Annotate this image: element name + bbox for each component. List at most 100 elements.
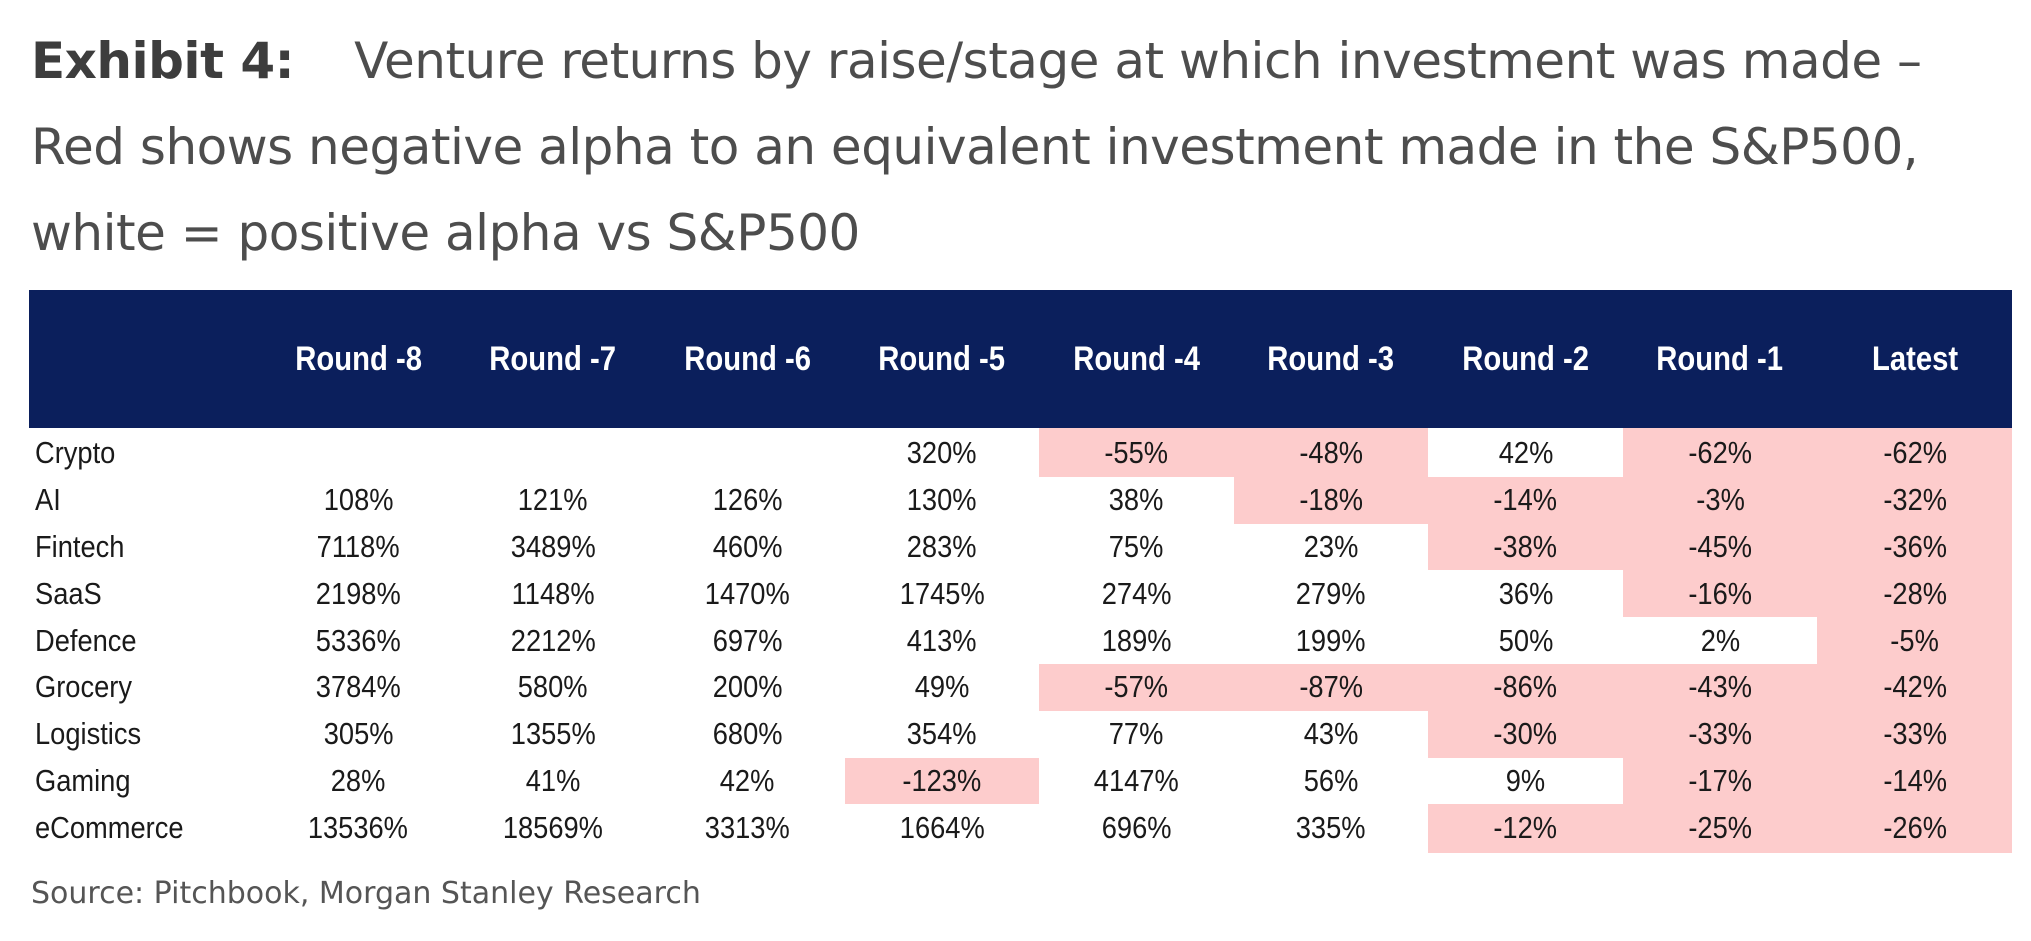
- value-label: 41%: [525, 762, 581, 798]
- value-cell: -33%: [1622, 710, 1818, 758]
- value-cell: 3313%: [650, 804, 845, 854]
- value-label: -86%: [1493, 669, 1558, 705]
- value-cell: -55%: [1039, 428, 1234, 477]
- value-label: 42%: [1498, 435, 1553, 471]
- value-label: 3784%: [315, 669, 401, 705]
- value-label: -38%: [1493, 528, 1558, 564]
- column-header-roundminus6: Round -6: [650, 290, 845, 428]
- value-label: 77%: [1109, 716, 1164, 752]
- value-cell: 42%: [650, 757, 845, 805]
- value-cell: 36%: [1428, 570, 1623, 618]
- row-category-label: SaaS: [35, 575, 102, 611]
- value-label: 121%: [517, 482, 588, 518]
- table-row: Crypto 320% -55% -48% 42% -62% -62%: [29, 428, 2012, 477]
- value-label: -123%: [902, 762, 982, 798]
- table-header-row: Round -8 Round -7 Round -6 Round -5 Round -4…: [29, 290, 2012, 428]
- value-label: 36%: [1498, 575, 1553, 611]
- value-cell: 696%: [1039, 804, 1234, 854]
- column-header-label: Round -5: [878, 339, 1006, 378]
- value-cell: 1148%: [455, 570, 651, 618]
- table-row: Logistics 305% 1355% 680% 354% 77% 43% -30% -33%…: [29, 710, 2012, 758]
- value-label: 5336%: [315, 622, 401, 658]
- value-cell: -57%: [1039, 663, 1234, 711]
- value-cell: 320%: [844, 428, 1040, 477]
- column-header-label: Round -7: [489, 339, 617, 378]
- value-cell: -28%: [1817, 570, 2012, 618]
- value-cell: 199%: [1233, 617, 1429, 664]
- value-cell: 108%: [261, 476, 456, 524]
- table-row: Gaming 28% 41% 42% -123% 4147% 56% 9% -17% -14%: [29, 757, 2012, 805]
- value-label: -30%: [1493, 716, 1558, 752]
- value-cell: 7118%: [261, 523, 456, 571]
- value-cell: 680%: [650, 710, 845, 758]
- value-cell: -3%: [1622, 476, 1818, 524]
- column-header-roundminus8: Round -8: [261, 290, 456, 428]
- row-category-cell: Crypto: [29, 428, 261, 477]
- row-category-cell: Defence: [29, 617, 261, 664]
- value-cell: 460%: [650, 523, 845, 571]
- value-cell: 1664%: [844, 804, 1040, 854]
- value-cell: 3784%: [261, 663, 456, 711]
- value-cell: -36%: [1817, 523, 2012, 571]
- value-label: 4147%: [1094, 762, 1179, 798]
- value-label: 1148%: [511, 575, 595, 611]
- value-label: 2212%: [510, 622, 596, 658]
- column-header-label: Latest: [1871, 339, 1958, 378]
- value-cell: 283%: [844, 523, 1040, 571]
- value-label: 42%: [720, 762, 775, 798]
- value-cell: 189%: [1039, 617, 1234, 664]
- row-category-label: Gaming: [35, 762, 131, 798]
- value-label: -43%: [1688, 669, 1752, 705]
- value-cell: -45%: [1622, 523, 1818, 571]
- value-label: -25%: [1688, 809, 1752, 845]
- value-cell: 75%: [1039, 523, 1234, 571]
- value-label: -48%: [1299, 435, 1363, 471]
- value-cell: 77%: [1039, 710, 1234, 758]
- value-cell: -14%: [1817, 757, 2012, 805]
- value-label: 56%: [1303, 762, 1359, 798]
- value-label: 50%: [1498, 622, 1553, 658]
- value-cell: 1470%: [650, 570, 845, 618]
- value-label: 108%: [323, 482, 394, 518]
- value-label: 1745%: [899, 575, 985, 611]
- value-cell: -30%: [1428, 710, 1623, 758]
- row-category-cell: Grocery: [29, 664, 261, 711]
- value-label: 3313%: [704, 809, 790, 845]
- header-category-cell: [29, 290, 262, 428]
- row-category-cell: Logistics: [29, 711, 261, 758]
- value-label: -14%: [1882, 762, 1947, 798]
- value-label: 680%: [712, 716, 783, 752]
- exhibit-label: Exhibit 4:: [31, 32, 295, 90]
- value-cell: 126%: [650, 476, 845, 524]
- row-category-cell: eCommerce: [29, 804, 261, 853]
- value-cell: -87%: [1233, 663, 1429, 711]
- value-cell: 305%: [261, 710, 456, 758]
- value-label: 189%: [1101, 622, 1172, 658]
- table-row: Fintech 7118% 3489% 460% 283% 75% 23% -38% -45% -…: [29, 523, 2012, 571]
- value-label: -3%: [1695, 482, 1745, 518]
- value-label: -36%: [1882, 528, 1947, 564]
- value-cell: 41%: [455, 757, 651, 805]
- value-cell: 274%: [1039, 570, 1234, 618]
- column-header-label: Round -4: [1073, 339, 1200, 378]
- row-category-cell: Gaming: [29, 758, 261, 805]
- value-cell: -86%: [1428, 663, 1623, 711]
- value-cell: -17%: [1622, 757, 1818, 805]
- value-cell: 413%: [844, 617, 1040, 664]
- value-label: 38%: [1109, 482, 1164, 518]
- value-cell: -26%: [1817, 804, 2012, 854]
- value-label: -55%: [1104, 435, 1169, 471]
- value-label: 7118%: [316, 528, 400, 564]
- value-cell: 335%: [1233, 804, 1429, 854]
- value-label: -26%: [1882, 809, 1947, 845]
- value-label: -14%: [1493, 482, 1558, 518]
- value-cell: -32%: [1817, 476, 2012, 524]
- value-label: 18569%: [502, 809, 603, 845]
- value-cell: 3489%: [455, 523, 651, 571]
- value-cell: 5336%: [261, 617, 456, 664]
- value-cell: 18569%: [455, 804, 651, 854]
- value-cell: 354%: [844, 710, 1040, 758]
- value-label: 130%: [907, 482, 977, 518]
- row-category-label: AI: [35, 482, 61, 518]
- table-body: Crypto 320% -55% -48% 42% -62% -62% AI 108% 121% 1…: [29, 428, 2012, 854]
